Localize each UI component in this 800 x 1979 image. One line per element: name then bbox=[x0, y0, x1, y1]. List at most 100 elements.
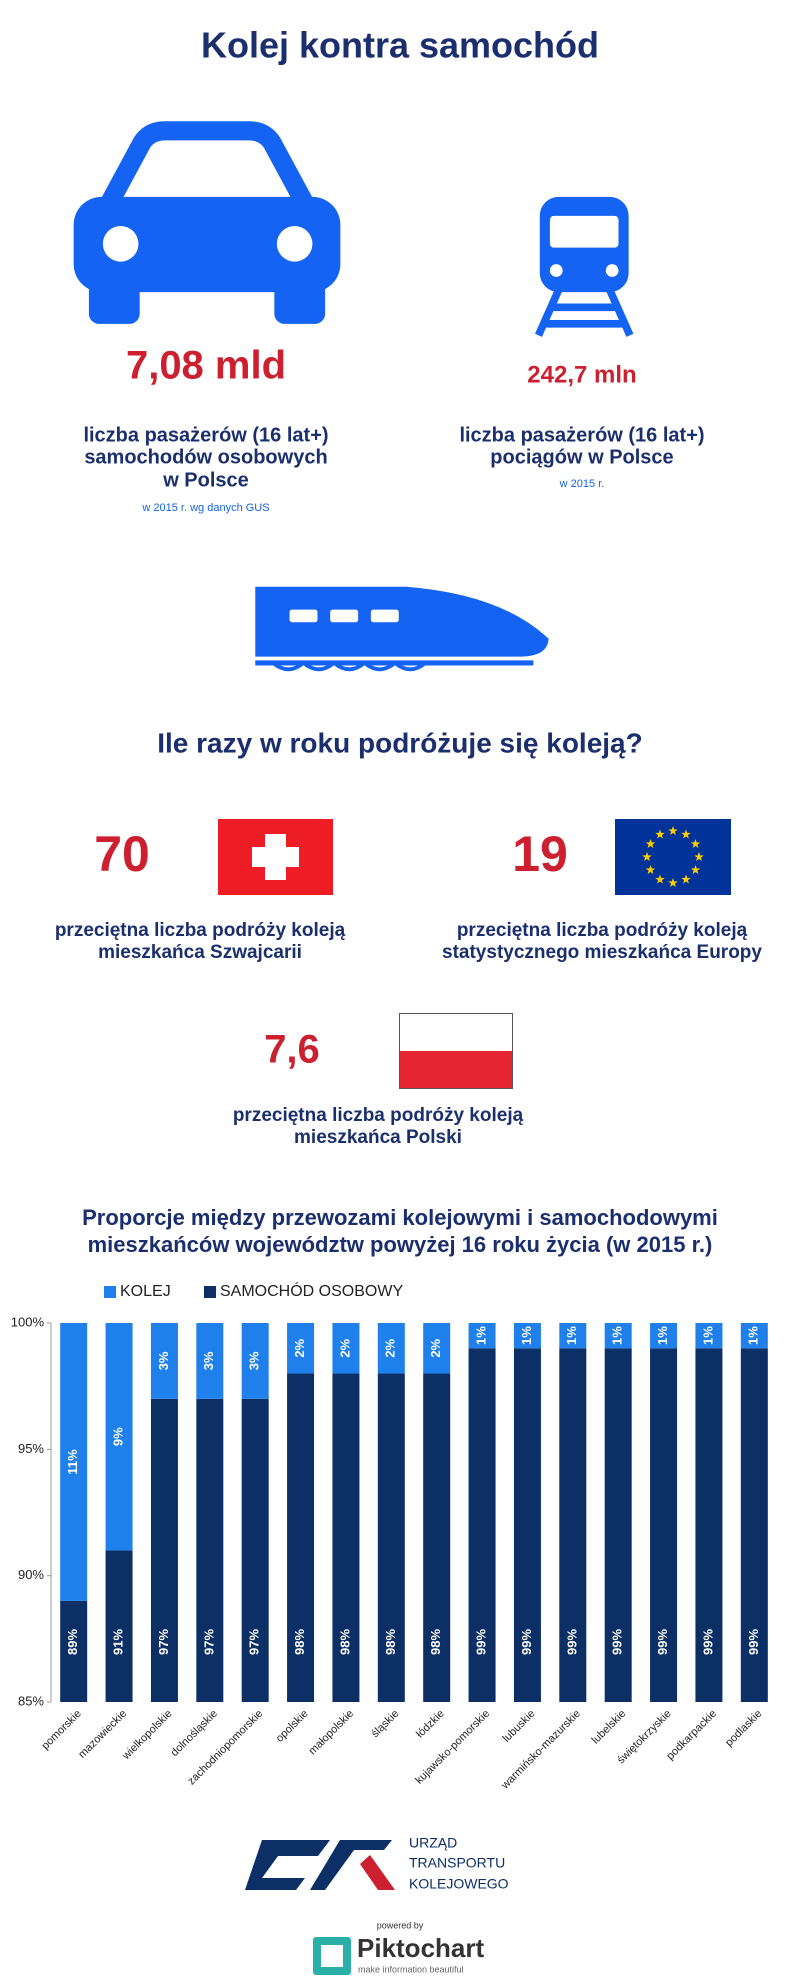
piktochart-icon bbox=[313, 1937, 351, 1975]
flag-pl bbox=[399, 1013, 513, 1089]
bar-segment bbox=[468, 1323, 496, 1349]
y-tick-label: 100% bbox=[11, 1314, 45, 1329]
x-tick-label: zachodniopomorskie bbox=[186, 1708, 266, 1788]
chart: 85% 90% 95% 100% KOLEJ SAMOCHÓD OSOBOWY 89% 11%… bbox=[11, 1281, 768, 1792]
data-label: 98% bbox=[337, 1629, 352, 1655]
star bbox=[655, 874, 665, 884]
data-label: 3% bbox=[201, 1351, 216, 1370]
bar-segment bbox=[196, 1323, 224, 1399]
data-label: 98% bbox=[428, 1629, 443, 1655]
title: Kolej kontra samochód bbox=[201, 25, 599, 66]
star bbox=[655, 829, 665, 839]
data-label: 99% bbox=[474, 1629, 489, 1655]
x-tick-label: lubelskie bbox=[590, 1708, 629, 1747]
bar-segment bbox=[150, 1398, 178, 1702]
star bbox=[690, 865, 701, 874]
legend-label: SAMOCHÓD OSOBOWY bbox=[220, 1281, 403, 1300]
bar-segment bbox=[468, 1348, 496, 1702]
car-note: w 2015 r. wg danych GUS bbox=[141, 502, 269, 514]
bar-segment bbox=[423, 1373, 451, 1702]
data-label: 97% bbox=[247, 1629, 262, 1655]
bar-segment bbox=[60, 1600, 88, 1702]
stat-line: przeciętna liczba podróży koleją bbox=[233, 1105, 524, 1126]
bar-segment bbox=[650, 1323, 678, 1349]
logo-text: TRANSPORTU bbox=[409, 1855, 505, 1871]
bar-segment bbox=[740, 1323, 768, 1349]
data-label: 1% bbox=[610, 1326, 625, 1345]
stat-value: 7,6 bbox=[264, 1028, 320, 1072]
star bbox=[681, 874, 691, 884]
data-label: 91% bbox=[111, 1629, 126, 1655]
data-label: 1% bbox=[519, 1326, 534, 1345]
bar-segment bbox=[559, 1348, 587, 1702]
chart-title: mieszkańców województw powyżej 16 roku ż… bbox=[88, 1232, 713, 1257]
stat-line: przeciętna liczba podróży koleją bbox=[457, 920, 748, 941]
data-label: 1% bbox=[700, 1326, 715, 1345]
powered-by: powered by bbox=[377, 1920, 424, 1930]
bar-segment bbox=[241, 1398, 269, 1702]
bar-segment bbox=[241, 1323, 269, 1399]
x-tick-label: podlaskie bbox=[723, 1708, 764, 1749]
legend-swatch bbox=[204, 1286, 216, 1298]
data-label: 99% bbox=[564, 1629, 579, 1655]
bar-segment bbox=[559, 1323, 587, 1349]
car-value: 7,08 mld bbox=[126, 344, 286, 388]
legend-label: KOLEJ bbox=[120, 1283, 171, 1300]
stat-line: przeciętna liczba podróży koleją bbox=[55, 920, 346, 941]
data-label: 99% bbox=[519, 1629, 534, 1655]
stat-line: mieszkańca Polski bbox=[294, 1127, 462, 1148]
data-label: 98% bbox=[292, 1629, 307, 1655]
bar-segment bbox=[513, 1348, 541, 1702]
data-label: 99% bbox=[700, 1629, 715, 1655]
y-tick-label: 85% bbox=[18, 1693, 44, 1708]
data-label: 9% bbox=[111, 1427, 126, 1446]
train-note: w 2015 r. bbox=[559, 478, 605, 490]
train-icon bbox=[534, 196, 634, 337]
bar-segment bbox=[513, 1323, 541, 1349]
stat-value: 70 bbox=[94, 826, 150, 882]
car-icon bbox=[73, 121, 341, 324]
bar-segment bbox=[105, 1323, 133, 1551]
bar-segment bbox=[60, 1323, 88, 1601]
car-line: samochodów osobowych bbox=[84, 446, 327, 468]
bar-segment bbox=[287, 1323, 315, 1374]
star bbox=[690, 839, 701, 848]
tagline: make information beautiful bbox=[358, 1964, 464, 1974]
question: Ile razy w roku podróżuje się koleją? bbox=[157, 727, 642, 758]
flag-ch bbox=[218, 819, 333, 895]
bar-segment bbox=[150, 1323, 178, 1399]
train-line: liczba pasażerów (16 lat+) bbox=[459, 424, 704, 446]
x-tick-label: opolskie bbox=[274, 1708, 311, 1745]
data-label: 98% bbox=[383, 1629, 398, 1655]
data-label: 3% bbox=[247, 1351, 262, 1370]
data-label: 99% bbox=[655, 1629, 670, 1655]
data-label: 11% bbox=[65, 1449, 80, 1475]
star bbox=[694, 852, 704, 861]
bar-segment bbox=[332, 1323, 360, 1374]
data-label: 1% bbox=[564, 1326, 579, 1345]
bar-segment bbox=[695, 1323, 723, 1349]
x-tick-label: łódzkie bbox=[414, 1708, 447, 1741]
bar-segment bbox=[604, 1323, 632, 1349]
hs-train-icon bbox=[255, 586, 549, 672]
data-label: 2% bbox=[383, 1338, 398, 1357]
data-label: 99% bbox=[610, 1629, 625, 1655]
car-line: w Polsce bbox=[162, 469, 249, 491]
star bbox=[681, 829, 691, 839]
x-tick-label: warmińsko-mazurskie bbox=[499, 1708, 583, 1792]
stat-value: 19 bbox=[512, 826, 568, 882]
data-label: 2% bbox=[428, 1338, 443, 1357]
bar-segment bbox=[287, 1373, 315, 1702]
x-tick-label: pomorskie bbox=[39, 1708, 83, 1752]
bar-segment bbox=[196, 1398, 224, 1702]
logo-text: URZĄD bbox=[409, 1835, 457, 1851]
brand: Piktochart bbox=[357, 1933, 484, 1963]
stat-line: statystycznego mieszkańca Europy bbox=[442, 942, 762, 963]
star bbox=[668, 826, 678, 835]
data-label: 1% bbox=[746, 1326, 761, 1345]
legend-swatch bbox=[104, 1286, 116, 1298]
utk-logo: URZĄD TRANSPORTU KOLEJOWEGO bbox=[245, 1835, 509, 1892]
star bbox=[645, 839, 656, 848]
data-label: 89% bbox=[65, 1629, 80, 1655]
